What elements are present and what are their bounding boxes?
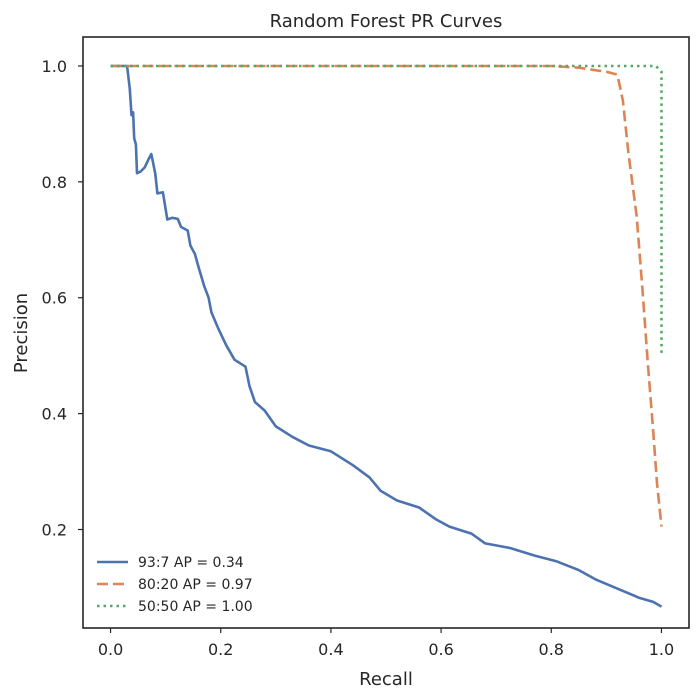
- series-line-3: [110, 64, 663, 356]
- x-tick-label: 1.0: [649, 640, 674, 659]
- x-axis-ticks: 0.0 0.2 0.4 0.6 0.8 1.0: [98, 628, 674, 659]
- y-tick-label: 0.8: [42, 173, 67, 192]
- x-tick-label: 0.4: [318, 640, 343, 659]
- x-tick-label: 0.6: [428, 640, 453, 659]
- y-tick-label: 0.6: [42, 289, 67, 308]
- x-tick-label: 0.8: [539, 640, 564, 659]
- x-axis-label: Recall: [359, 669, 413, 690]
- y-tick-label: 1.0: [42, 57, 67, 76]
- y-tick-label: 0.2: [42, 521, 67, 540]
- plot-area-frame: [82, 36, 690, 629]
- series-layer: [110, 64, 663, 608]
- x-tick-label: 0.2: [208, 640, 233, 659]
- legend: 93:7 AP = 0.34 80:20 AP = 0.97 50:50 AP = …: [97, 555, 253, 615]
- legend-label-1: 93:7 AP = 0.34: [138, 555, 244, 571]
- legend-label-2: 80:20 AP = 0.97: [138, 577, 253, 593]
- y-axis-label: Precision: [11, 293, 32, 373]
- series-line-2: [110, 64, 663, 527]
- series-line-1: [110, 64, 663, 608]
- y-axis-ticks: 0.2 0.4 0.6 0.8 1.0: [42, 57, 83, 540]
- x-tick-label: 0.0: [98, 640, 123, 659]
- legend-label-3: 50:50 AP = 1.00: [138, 599, 253, 615]
- chart-title: Random Forest PR Curves: [270, 11, 503, 32]
- y-tick-label: 0.4: [42, 405, 67, 424]
